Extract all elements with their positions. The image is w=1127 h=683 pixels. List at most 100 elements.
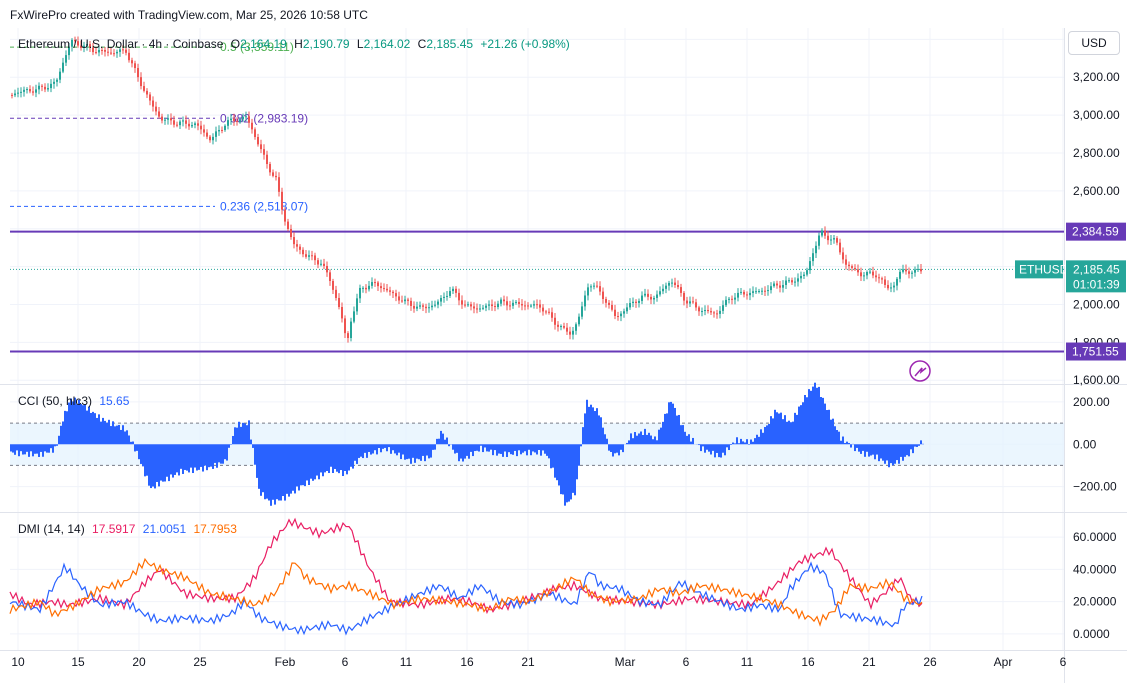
cci-bar — [92, 411, 94, 445]
cci-bar — [438, 438, 440, 445]
cci-bar — [546, 444, 548, 456]
candle-body — [23, 89, 25, 92]
candle-body — [113, 53, 115, 55]
candle-body — [407, 299, 409, 301]
cci-bar — [22, 444, 24, 455]
candle-body — [818, 235, 820, 246]
cci-bar — [564, 444, 566, 506]
cci-bar — [900, 444, 902, 457]
candle-body — [869, 271, 871, 273]
cci-bar — [316, 444, 318, 476]
cci-bar — [496, 444, 498, 456]
candle-body — [737, 292, 739, 298]
y-tick-label: 1,600.00 — [1073, 373, 1120, 387]
cci-legend: CCI (50, hlc3) 15.65 — [18, 394, 133, 408]
candle-body — [461, 300, 463, 305]
candle-body — [833, 238, 835, 240]
candle-body — [635, 301, 637, 303]
cci-bar — [494, 444, 496, 451]
cci-bar — [220, 444, 222, 464]
candle-body — [500, 299, 502, 304]
cci-bar — [324, 444, 326, 473]
cci-bar — [498, 444, 500, 454]
candle-body — [659, 291, 661, 295]
cci-bar — [36, 444, 38, 454]
countdown-label: 01:01:39 — [1073, 277, 1120, 291]
candle-body — [125, 49, 127, 53]
cci-bar — [854, 444, 856, 452]
candle-body — [338, 297, 340, 308]
cci-bar — [432, 444, 434, 450]
cci-bar — [422, 444, 424, 456]
cci-bar — [504, 444, 506, 452]
cci-bar — [784, 415, 786, 445]
cci-bar — [372, 444, 374, 454]
cci-bar — [286, 444, 288, 494]
cci-bar — [834, 426, 836, 445]
candle-body — [251, 122, 253, 130]
candle-body — [158, 111, 160, 117]
cci-bar — [768, 423, 770, 445]
dmi-legend: DMI (14, 14) 17.5917 21.0051 17.7953 — [18, 522, 241, 536]
cci-bar — [312, 444, 314, 481]
cci-bar — [644, 428, 646, 445]
candle-body — [572, 330, 574, 335]
candle-body — [479, 308, 481, 310]
x-tick-label: 21 — [862, 655, 876, 669]
cci-bar — [414, 444, 416, 463]
cci-bar — [916, 444, 918, 447]
cci-bar — [844, 442, 846, 445]
cci-bar — [246, 425, 248, 445]
candle-body — [128, 52, 130, 61]
cci-bar — [802, 402, 804, 445]
candle-body — [476, 308, 478, 310]
symbol-tag-label: ETHUSD — [1019, 262, 1069, 276]
current-price-badge — [1066, 260, 1126, 293]
candle-body — [677, 285, 679, 288]
currency-button[interactable]: USD — [1068, 31, 1120, 55]
cci-bar — [204, 444, 206, 466]
candle-body — [794, 281, 796, 283]
candle-body — [773, 283, 775, 287]
candle-body — [839, 242, 841, 253]
cci-bar — [136, 444, 138, 451]
candle-body — [257, 137, 259, 145]
candle-body — [212, 136, 214, 141]
x-tick-label: 10 — [11, 655, 25, 669]
cci-bar — [244, 423, 246, 445]
cci-bar — [674, 407, 676, 445]
cci-bar — [260, 444, 262, 496]
candle-body — [305, 254, 307, 257]
cci-bar — [88, 406, 90, 445]
x-tick-label: 15 — [71, 655, 85, 669]
cci-bar — [196, 444, 198, 471]
candle-body — [668, 282, 670, 286]
cci-bar — [278, 444, 280, 501]
candle-body — [719, 310, 721, 314]
cci-bar — [384, 444, 386, 448]
candle-body — [221, 129, 223, 131]
cci-bar — [360, 444, 362, 457]
cci-bar — [178, 444, 180, 476]
cci-bar — [698, 444, 700, 446]
cci-bar — [672, 403, 674, 445]
cci-bar — [308, 444, 310, 486]
cci-bar — [750, 439, 752, 445]
candle-body — [323, 263, 325, 266]
symbol-legend: Ethereum / U.S. Dollar · 4h · Coinbase O… — [18, 37, 574, 51]
candle-body — [425, 306, 427, 309]
candle-body — [788, 280, 790, 282]
cci-bar — [790, 422, 792, 445]
candle-body — [149, 94, 151, 101]
candle-body — [326, 265, 328, 273]
candle-body — [146, 90, 148, 95]
cci-bar — [138, 444, 140, 460]
candle-body — [548, 311, 550, 313]
cci-bar — [406, 444, 408, 460]
candle-body — [863, 275, 865, 277]
candle-body — [185, 120, 187, 124]
cci-bar — [46, 444, 48, 453]
cci-bar — [110, 426, 112, 445]
cci-bar — [66, 411, 68, 445]
